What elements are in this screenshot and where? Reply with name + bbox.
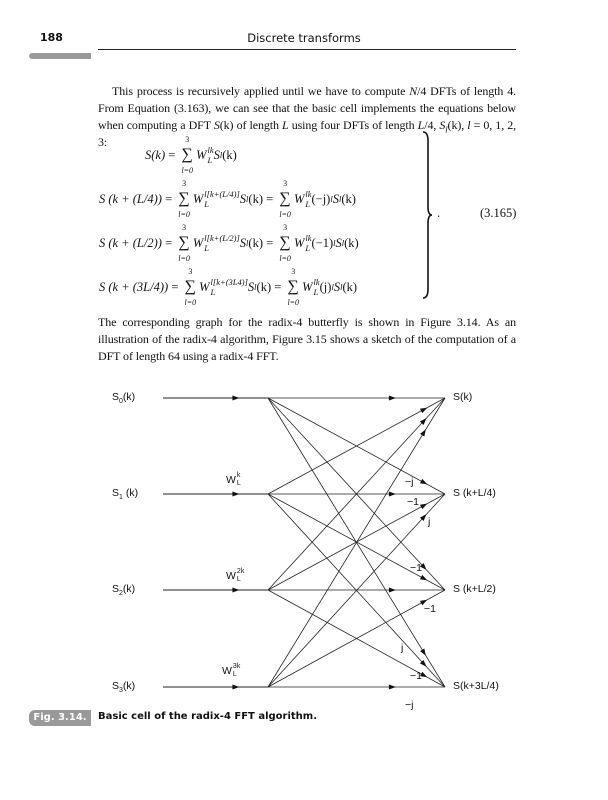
figure-caption: Basic cell of the radix-4 FFT algorithm. (98, 711, 318, 722)
edge-weight-label: j (428, 516, 431, 528)
running-title: Discrete transforms (247, 31, 361, 45)
butterfly-edge (267, 397, 446, 495)
edge-arrowhead (419, 478, 428, 485)
output-label: S (k+L/2) (453, 583, 496, 595)
edge-arrowhead (419, 407, 428, 414)
summation: 3 ∑ l=0 (178, 223, 190, 263)
edge-arrowhead (388, 491, 396, 497)
edge-weight-label: j (401, 642, 404, 654)
edge-arrowhead (419, 671, 428, 678)
edge-arrowhead (388, 684, 396, 690)
input-label: S3(k) (112, 680, 136, 695)
input-arrowhead (232, 491, 240, 497)
edge-arrowhead (419, 563, 427, 570)
edge-weight-label: −1 (424, 603, 436, 615)
summation: 3 ∑ l=0 (181, 135, 194, 175)
edge-arrowhead (419, 514, 427, 522)
page-number: 188 (40, 31, 63, 44)
summation: 3 ∑ l=0 (279, 223, 291, 263)
output-label: S(k) (453, 391, 473, 403)
right-brace (422, 131, 432, 299)
figure-reference-paragraph: The corresponding graph for the radix-4 … (98, 315, 516, 363)
edge-arrowhead (419, 418, 427, 425)
edge-arrowhead (388, 587, 396, 593)
edge-weight-label: −1 (410, 670, 422, 682)
edge-arrowhead (388, 395, 396, 401)
edge-arrowhead (420, 429, 426, 437)
figure-tag: Fig. 3.14. (29, 710, 91, 726)
output-label: S(k+3L/4) (453, 680, 499, 692)
header-rule (98, 49, 516, 50)
edge-weight-label: −1 (407, 496, 419, 508)
input-arrowhead (232, 395, 240, 401)
edge-weight-label: −j (405, 699, 414, 711)
summation: 3 ∑ l=0 (178, 179, 190, 219)
twiddle-label: W 2k L (226, 568, 245, 583)
summation: 3 ∑ l=0 (279, 179, 291, 219)
twiddle-label: W 3k L (222, 663, 241, 678)
butterfly-edge (267, 493, 446, 688)
output-label: S (k+L/4) (453, 487, 496, 499)
butterfly-edge (267, 397, 446, 688)
edge-arrowhead (419, 659, 427, 667)
edge-arrowhead (419, 503, 428, 510)
butterfly-edge (267, 397, 446, 591)
input-arrowhead (232, 587, 240, 593)
edge-arrowhead (419, 574, 428, 581)
summation: 3 ∑ l=0 (184, 267, 197, 307)
edge-weight-label: −j (405, 476, 414, 488)
edge-arrowhead (420, 648, 426, 656)
edge-arrowhead (419, 599, 428, 606)
input-label: S0(k) (112, 391, 136, 406)
input-arrowhead (232, 684, 240, 690)
header-tab-bar (29, 53, 91, 59)
summation: 3 ∑ l=0 (287, 267, 300, 307)
butterfly-edge (267, 589, 446, 688)
intro-paragraph: This process is recursively applied unti… (98, 84, 517, 149)
edge-weight-label: −1 (410, 562, 422, 574)
input-label: S1 (k) (112, 487, 139, 502)
equation-period: . (437, 206, 441, 220)
equation-number: (3.165) (480, 206, 517, 220)
input-label: S2(k) (112, 583, 136, 598)
